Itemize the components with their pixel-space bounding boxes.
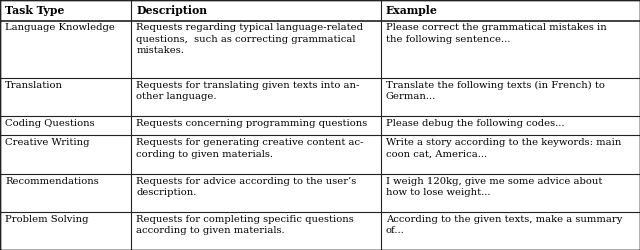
- Text: Task Type: Task Type: [5, 5, 65, 16]
- Text: Requests for advice according to the user’s
description.: Requests for advice according to the use…: [136, 176, 356, 197]
- Text: Problem Solving: Problem Solving: [5, 215, 88, 224]
- Text: Requests regarding typical language-related
questions,  such as correcting gramm: Requests regarding typical language-rela…: [136, 24, 364, 56]
- Text: Translation: Translation: [5, 81, 63, 90]
- Text: Please correct the grammatical mistakes in
the following sentence...: Please correct the grammatical mistakes …: [386, 24, 607, 44]
- Text: Creative Writing: Creative Writing: [5, 138, 90, 147]
- Text: Requests for completing specific questions
according to given materials.: Requests for completing specific questio…: [136, 215, 354, 235]
- Text: Please debug the following codes...: Please debug the following codes...: [386, 119, 564, 128]
- Text: Requests concerning programming questions: Requests concerning programming question…: [136, 119, 367, 128]
- Text: Recommendations: Recommendations: [5, 176, 99, 186]
- Text: Language Knowledge: Language Knowledge: [5, 24, 115, 32]
- Text: Coding Questions: Coding Questions: [5, 119, 95, 128]
- Text: Example: Example: [386, 5, 438, 16]
- Text: According to the given texts, make a summary
of...: According to the given texts, make a sum…: [386, 215, 622, 235]
- Text: Translate the following texts (in French) to
German...: Translate the following texts (in French…: [386, 81, 605, 102]
- Text: Requests for generating creative content ac-
cording to given materials.: Requests for generating creative content…: [136, 138, 364, 159]
- Text: Requests for translating given texts into an-
other language.: Requests for translating given texts int…: [136, 81, 360, 101]
- Text: I weigh 120kg, give me some advice about
how to lose weight...: I weigh 120kg, give me some advice about…: [386, 176, 602, 197]
- Text: Write a story according to the keywords: main
coon cat, America...: Write a story according to the keywords:…: [386, 138, 621, 159]
- Text: Description: Description: [136, 5, 207, 16]
